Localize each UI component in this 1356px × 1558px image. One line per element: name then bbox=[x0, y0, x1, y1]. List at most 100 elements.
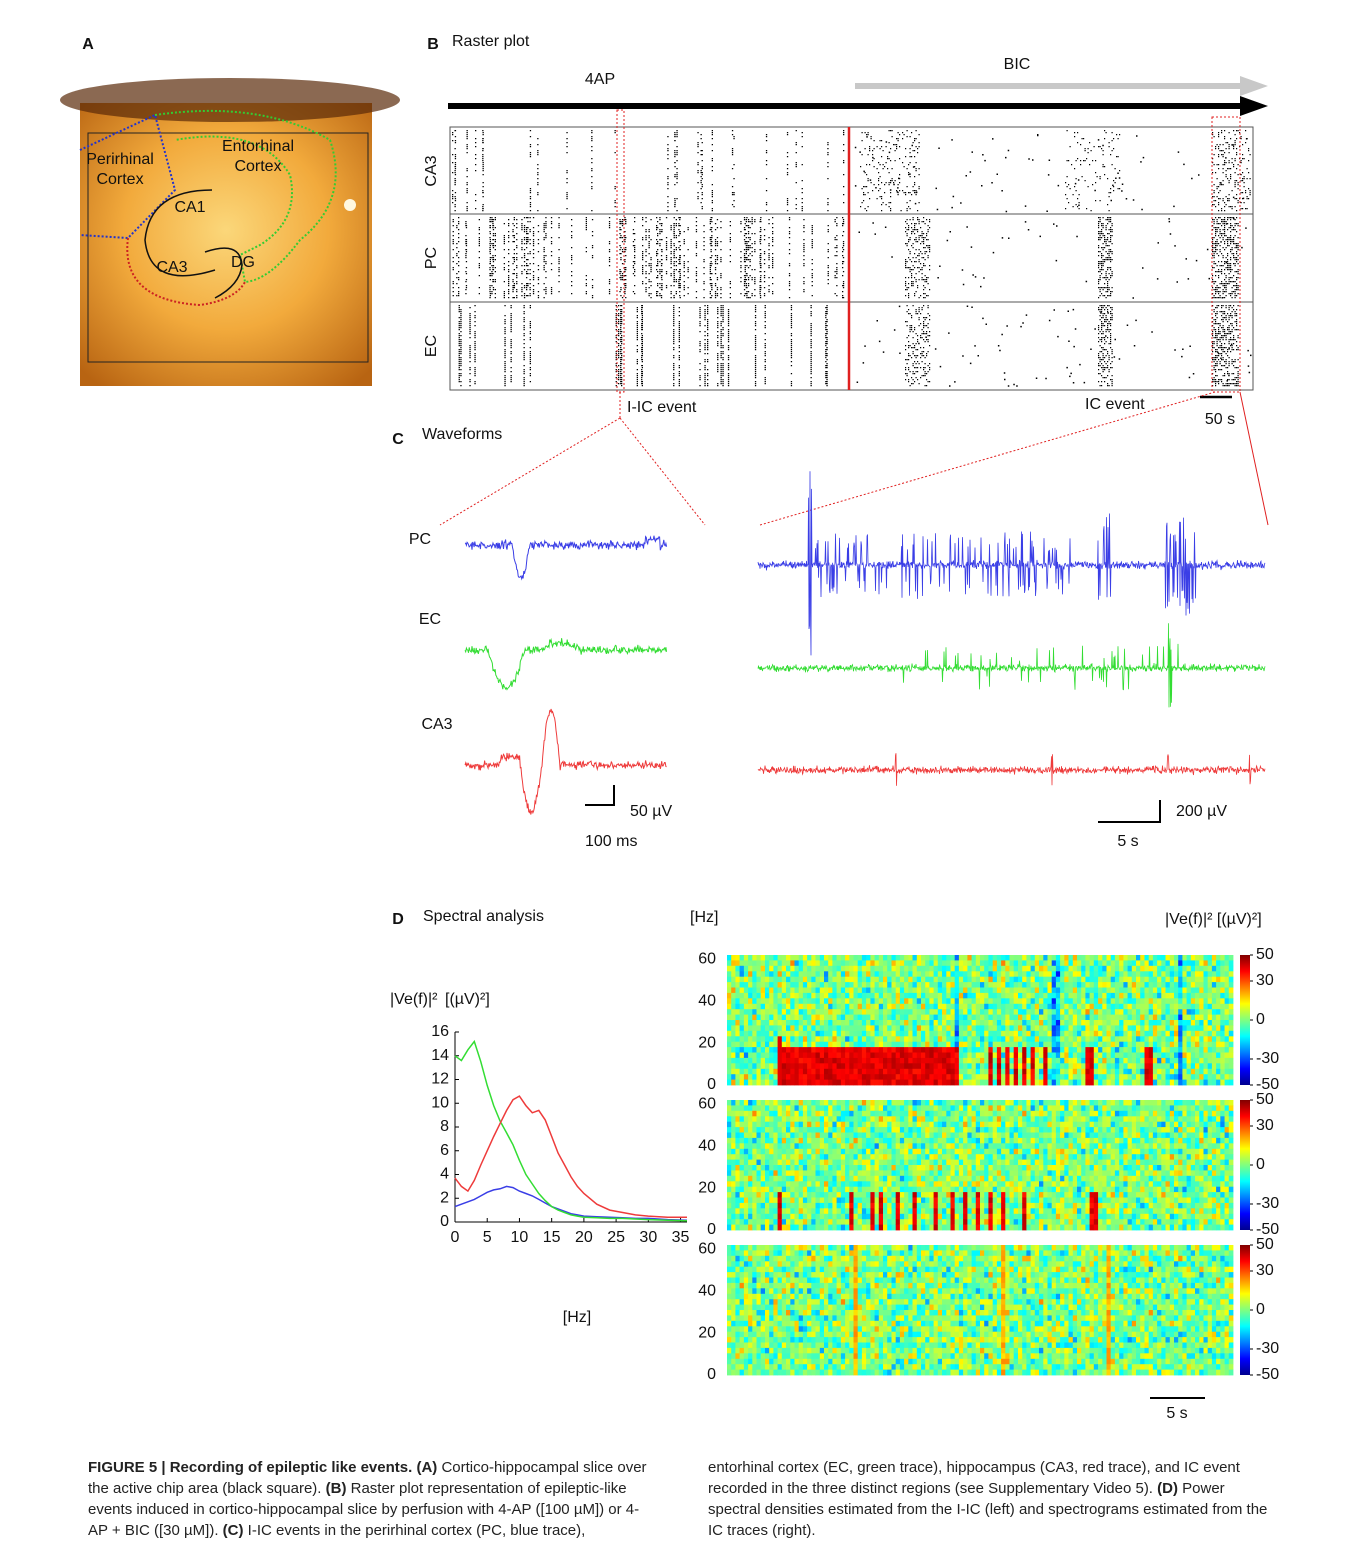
spectrogram-cell bbox=[1031, 1203, 1036, 1209]
spectrogram-cell bbox=[761, 982, 766, 988]
spectrogram-cell bbox=[959, 977, 964, 983]
spectrogram-cell bbox=[1098, 1058, 1103, 1064]
spectrogram-cell bbox=[883, 1063, 888, 1069]
spectrogram-cell bbox=[740, 1015, 745, 1021]
spectrogram-cell bbox=[1048, 1042, 1053, 1048]
spectrogram-cell bbox=[761, 1208, 766, 1214]
spectrogram-cell bbox=[782, 1149, 787, 1155]
spectrogram-cell bbox=[879, 1015, 884, 1021]
spectrogram-cell bbox=[1128, 1080, 1133, 1086]
spectrogram-cell bbox=[811, 1025, 816, 1031]
spectrogram-cell bbox=[1060, 1080, 1065, 1086]
spectrogram-cell bbox=[811, 1015, 816, 1021]
spectrogram-cell bbox=[1035, 1214, 1040, 1220]
spectrogram-cell bbox=[807, 1004, 812, 1010]
spectrogram-cell bbox=[1056, 1192, 1061, 1198]
spectrogram-cell bbox=[765, 1214, 770, 1220]
spectrogram-cell bbox=[1225, 1020, 1230, 1026]
spectrogram-cell bbox=[1191, 1025, 1196, 1031]
spectrogram-cell bbox=[1090, 1025, 1095, 1031]
spectrogram-cell bbox=[1119, 1058, 1124, 1064]
spectrogram-cell bbox=[824, 1080, 829, 1086]
spectrogram-cell bbox=[1098, 1015, 1103, 1021]
spectrogram-cell bbox=[896, 988, 901, 994]
spectrogram-cell bbox=[828, 1149, 833, 1155]
spectrogram-cell bbox=[854, 1009, 859, 1015]
spectrogram-cell bbox=[1174, 977, 1179, 983]
spectrogram-cell bbox=[1014, 1214, 1019, 1220]
spectrogram-cell bbox=[934, 1176, 939, 1182]
spectrogram-cell bbox=[1043, 998, 1048, 1004]
spectrogram-cell bbox=[1035, 1116, 1040, 1122]
spectrogram-cell bbox=[913, 1058, 918, 1064]
spectrogram-cell bbox=[1043, 1170, 1048, 1176]
spectrogram-cell bbox=[1048, 1170, 1053, 1176]
spectrogram-cell bbox=[946, 1219, 951, 1225]
spectrogram-cell bbox=[1052, 1203, 1057, 1209]
spectrogram-cell bbox=[1010, 1122, 1015, 1128]
spectrogram-cell bbox=[748, 1181, 753, 1187]
spectrogram-cell bbox=[938, 1214, 943, 1220]
spectrogram-cell bbox=[828, 1143, 833, 1149]
spectrogram-cell bbox=[1187, 960, 1192, 966]
spectrogram-cell bbox=[1052, 971, 1057, 977]
spectrogram-cell bbox=[1128, 1053, 1133, 1059]
spectrogram-cell bbox=[790, 1176, 795, 1182]
spectrogram-cell bbox=[1069, 1042, 1074, 1048]
spectrogram-cell bbox=[816, 1036, 821, 1042]
spectrogram-cell bbox=[1014, 1058, 1019, 1064]
spectrogram-cell bbox=[1043, 1208, 1048, 1214]
spectrogram-cell bbox=[849, 1160, 854, 1166]
spectrogram-cell bbox=[1208, 982, 1213, 988]
spectrogram-cell bbox=[976, 955, 981, 961]
spectrogram-cell bbox=[811, 982, 816, 988]
spectrogram-cell bbox=[904, 1025, 909, 1031]
spectrogram-cell bbox=[778, 1015, 783, 1021]
spectrogram-cell bbox=[870, 1009, 875, 1015]
spectrogram-cell bbox=[786, 1225, 791, 1231]
spectrogram-cell bbox=[959, 1127, 964, 1133]
spectrogram-cell bbox=[727, 1181, 732, 1187]
spectrogram-cell bbox=[1048, 977, 1053, 983]
spectrogram-cell bbox=[761, 1069, 766, 1075]
spectrogram-cell bbox=[761, 1203, 766, 1209]
spectrogram-cell bbox=[929, 1122, 934, 1128]
spectrogram-cell bbox=[1043, 1074, 1048, 1080]
spectrogram-cell bbox=[951, 1154, 956, 1160]
spectrogram-cell bbox=[1132, 971, 1137, 977]
spectrogram-cell bbox=[1123, 1020, 1128, 1026]
spectrogram-cell bbox=[1191, 1004, 1196, 1010]
spectrogram-cell bbox=[938, 966, 943, 972]
spectrogram-cell bbox=[1031, 1165, 1036, 1171]
spectrogram-cell bbox=[778, 1074, 783, 1080]
spectrogram-cell bbox=[1208, 977, 1213, 983]
spectrogram-cell bbox=[757, 1015, 762, 1021]
spectrogram-cell bbox=[988, 1214, 993, 1220]
spectrogram-cell bbox=[807, 1009, 812, 1015]
colorbar-tick-label: 50 bbox=[1256, 946, 1274, 963]
spectrogram-cell bbox=[1048, 1080, 1053, 1086]
spectrogram-cell bbox=[1081, 977, 1086, 983]
spectrogram-cell bbox=[803, 1069, 808, 1075]
spectrogram-cell bbox=[1174, 1058, 1179, 1064]
spectrogram-cell bbox=[1166, 1063, 1171, 1069]
spectrogram-cell bbox=[769, 1069, 774, 1075]
spectrogram-cell bbox=[854, 1031, 859, 1037]
spectrogram-cell bbox=[828, 1053, 833, 1059]
spectrogram-cell bbox=[854, 1181, 859, 1187]
spectrogram-cell bbox=[1107, 1042, 1112, 1048]
spectrogram-cell bbox=[731, 1154, 736, 1160]
spectrogram-cell bbox=[854, 1138, 859, 1144]
spectrogram-cell bbox=[1018, 1138, 1023, 1144]
spectrogram-cell bbox=[1039, 1080, 1044, 1086]
spectrogram-cell bbox=[811, 1020, 816, 1026]
spectrogram-cell bbox=[1022, 1116, 1027, 1122]
spectrogram-cell bbox=[765, 1181, 770, 1187]
spectrogram-cell bbox=[972, 1020, 977, 1026]
spectrogram-cell bbox=[904, 955, 909, 961]
spectrogram-cell bbox=[1182, 966, 1187, 972]
spectrogram-cell bbox=[1212, 1058, 1217, 1064]
spectrogram-cell bbox=[1022, 1074, 1027, 1080]
spectrogram-cell bbox=[921, 1080, 926, 1086]
spectrogram-cell bbox=[875, 1214, 880, 1220]
